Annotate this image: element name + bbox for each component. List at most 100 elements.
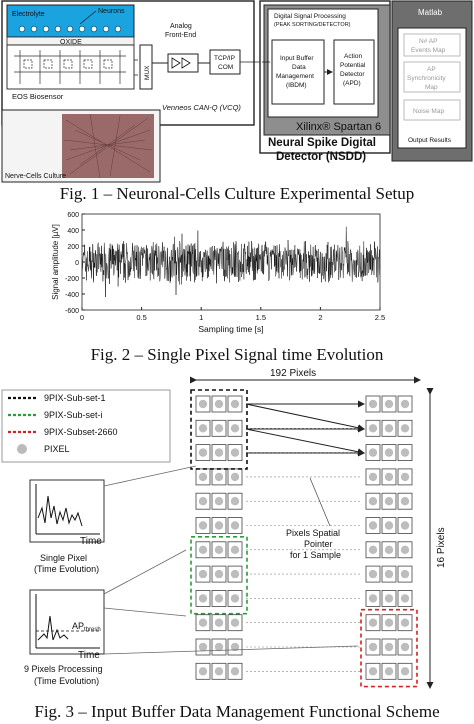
pixel-dot bbox=[368, 594, 378, 603]
fig1-caption: Fig. 1 – Neuronal-Cells Culture Experime… bbox=[59, 184, 415, 203]
pixel-dot bbox=[384, 399, 394, 409]
pixel-dot bbox=[230, 569, 240, 579]
pixel-grid bbox=[190, 389, 418, 688]
x-tick-label: 0.5 bbox=[136, 313, 146, 322]
pixel-dot bbox=[198, 545, 208, 554]
x-tick-label: 2 bbox=[318, 313, 322, 322]
apd-block bbox=[333, 39, 375, 105]
pixel-dot bbox=[198, 521, 208, 530]
legend-label: 9PIX-Sub-set-1 bbox=[44, 393, 106, 403]
m2-1: AP bbox=[427, 66, 436, 73]
x-axis-label: Sampling time [s] bbox=[198, 324, 263, 334]
m2-2: Synchronicity bbox=[407, 75, 446, 82]
xilinx-label: Xilinx® Spartan 6 bbox=[296, 121, 381, 133]
nine-pixel-plot: APthresh Time bbox=[29, 589, 105, 661]
nsdd-label-2: Detector (NSDD) bbox=[276, 151, 366, 163]
legend-label: 9PIX-Sub-set-i bbox=[44, 410, 103, 420]
apd-2: Potential bbox=[340, 62, 366, 69]
pixel-dot bbox=[400, 497, 410, 506]
pointer-arrow bbox=[245, 403, 365, 432]
pixel-dot bbox=[198, 472, 208, 482]
tcpip-label-2: COM bbox=[218, 64, 233, 71]
figure-1: Electrolyte Neurons OXIDE EOS Biosensor … bbox=[1, 0, 473, 183]
pixel-dot bbox=[214, 569, 224, 579]
subset-2660-box bbox=[360, 608, 418, 688]
afe-label-2: Front-End bbox=[165, 32, 196, 39]
height-label: 16 Pixels bbox=[436, 527, 447, 568]
pixel-dot bbox=[368, 667, 378, 676]
culture-label: Nerve-Cells Culture bbox=[5, 173, 66, 180]
legend-box bbox=[1, 389, 171, 463]
y-tick-label: 0 bbox=[75, 260, 79, 267]
pixel-dot bbox=[214, 642, 224, 652]
pixel-dot bbox=[384, 545, 394, 554]
dsp-title-1: Digital Signal Processing bbox=[274, 13, 346, 20]
subset-i-box bbox=[190, 536, 248, 615]
y-tick-label: 600 bbox=[67, 212, 79, 219]
tcpip-label-1: TCP/IP bbox=[214, 55, 235, 62]
mux-block bbox=[139, 44, 153, 90]
pixel-dot bbox=[214, 667, 224, 676]
pixel-dot bbox=[384, 642, 394, 652]
svg-text:APthresh: APthresh bbox=[72, 621, 101, 633]
fig2-caption: Fig. 2 – Single Pixel Signal time Evolut… bbox=[90, 345, 384, 364]
eos-label: EOS Biosensor bbox=[12, 92, 64, 101]
apd-3: Detector bbox=[340, 71, 365, 78]
pixel-dot bbox=[368, 448, 378, 457]
dsp-title-2: (PEAK SORTING/DETECTOR) bbox=[274, 22, 351, 28]
pixel-dot bbox=[198, 399, 208, 409]
pixel-dot bbox=[198, 424, 208, 433]
output-label: Output Results bbox=[408, 137, 452, 144]
pixel-dot bbox=[368, 424, 378, 433]
ap-events-map bbox=[403, 33, 461, 57]
pixel-dot bbox=[230, 545, 240, 554]
apd-1: Action bbox=[344, 53, 362, 60]
figure-3: 192 Pixels 16 Pixels 9PIX-Sub-set-1 9PIX-… bbox=[1, 368, 447, 689]
pixel-dot bbox=[214, 448, 224, 457]
afe-label-1: Analog bbox=[170, 23, 192, 30]
pixel-dot bbox=[400, 448, 410, 457]
pixel-dot bbox=[384, 667, 394, 676]
single-pixel-label-1: Single Pixel bbox=[40, 553, 87, 563]
pixel-dot bbox=[230, 472, 240, 482]
pixel-dot bbox=[198, 497, 208, 506]
pixel-dot bbox=[230, 497, 240, 506]
vcq-label: Venneos CAN-Q (VCQ) bbox=[162, 103, 241, 112]
pointer-label-2: Pointer bbox=[304, 539, 333, 549]
pixel-dot bbox=[400, 642, 410, 652]
pixel-dot bbox=[368, 642, 378, 652]
legend-label: PIXEL bbox=[44, 444, 70, 454]
y-tick-label: -200 bbox=[65, 276, 79, 283]
pointer-label-1: Pixels Spatial bbox=[286, 528, 340, 538]
pixel-dot bbox=[230, 667, 240, 676]
pixel-dot bbox=[400, 424, 410, 433]
pixel-dot bbox=[400, 618, 410, 627]
pixel-dot bbox=[368, 472, 378, 482]
single-pixel-label-2: (Time Evolution) bbox=[34, 564, 99, 574]
pointer-label-3: for 1 Sample bbox=[290, 550, 341, 560]
electrolyte-label: Electrolyte bbox=[12, 11, 45, 18]
pixel-dot bbox=[384, 497, 394, 506]
eos-biosensor bbox=[6, 44, 135, 90]
ap-sync-map bbox=[403, 61, 461, 93]
legend-swatch bbox=[17, 444, 27, 454]
pixel-dot bbox=[368, 618, 378, 627]
y-tick-label: 200 bbox=[67, 244, 79, 251]
pixel-dot bbox=[214, 424, 224, 433]
pixel-dot bbox=[230, 424, 240, 433]
pixel-dot bbox=[230, 618, 240, 627]
time-label-1: Time bbox=[80, 536, 102, 547]
ibdm-block bbox=[271, 39, 325, 105]
pixel-dot bbox=[400, 594, 410, 603]
pixel-dot bbox=[384, 569, 394, 579]
nine-pixel-label-2: (Time Evolution) bbox=[34, 676, 99, 686]
ibdm-2: Data bbox=[292, 64, 306, 71]
y-axis-label: Signal amplitude [µV] bbox=[51, 224, 60, 300]
pixel-dot bbox=[214, 618, 224, 627]
y-tick-label: -400 bbox=[65, 292, 79, 299]
pixel-dot bbox=[368, 521, 378, 530]
x-tick-label: 0 bbox=[80, 313, 84, 322]
m3: Noise Map bbox=[413, 108, 444, 115]
m1-2: Events Map bbox=[411, 47, 446, 54]
